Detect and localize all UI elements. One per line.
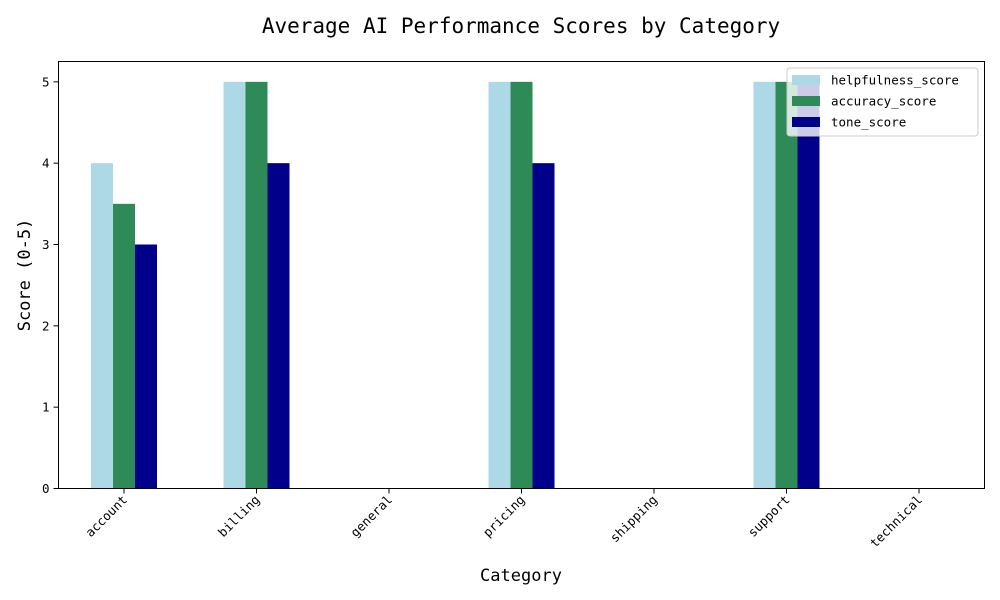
- bar-accuracy_score-pricing: [510, 81, 533, 489]
- x-tick-label-pricing: pricing: [480, 492, 528, 540]
- legend: helpfulness_score accuracy_score tone_scor…: [786, 67, 979, 137]
- x-tick-label-technical: technical: [867, 492, 926, 551]
- legend-swatch-tone_score: [792, 117, 820, 127]
- bar-tone_score-account: [135, 244, 157, 489]
- y-axis-ticks: 0 1 2 3 4 5: [42, 74, 59, 496]
- x-tick-label-general: general: [347, 492, 395, 540]
- bar-helpfulness_score-support: [753, 81, 776, 489]
- x-tick-label-billing: billing: [215, 492, 263, 540]
- bar-tone_score-billing: [267, 163, 290, 489]
- x-tick-label-support: support: [745, 492, 793, 540]
- chart-title: Average AI Performance Scores by Categor…: [262, 14, 780, 38]
- bar-accuracy_score-support: [775, 81, 798, 489]
- bar-accuracy_score-billing: [245, 81, 268, 489]
- y-axis-label: Score (0-5): [15, 219, 35, 332]
- bar-helpfulness_score-account: [91, 163, 113, 489]
- x-axis-ticks: account billing general pricing shipping supp…: [82, 488, 926, 551]
- bar-helpfulness_score-pricing: [488, 81, 511, 489]
- legend-label-tone_score: tone_score: [831, 115, 906, 130]
- legend-swatch-accuracy_score: [792, 96, 820, 106]
- y-tick-label: 0: [42, 481, 50, 496]
- x-axis-label: Category: [480, 566, 562, 586]
- legend-label-helpfulness_score: helpfulness_score: [831, 73, 959, 88]
- bar-helpfulness_score-billing: [223, 81, 246, 489]
- y-tick-label: 3: [42, 237, 50, 252]
- bar-tone_score-pricing: [532, 163, 555, 489]
- y-tick-label: 4: [42, 156, 50, 171]
- y-tick-label: 5: [42, 74, 50, 89]
- x-tick-label-account: account: [82, 492, 130, 540]
- legend-box: [786, 67, 979, 137]
- y-tick-label: 2: [42, 318, 50, 333]
- bars-group: [91, 81, 820, 489]
- y-tick-label: 1: [42, 400, 50, 415]
- legend-label-accuracy_score: accuracy_score: [831, 94, 936, 109]
- legend-swatch-helpfulness_score: [792, 75, 820, 85]
- x-tick-label-shipping: shipping: [607, 492, 660, 545]
- bar-tone_score-support: [797, 81, 820, 489]
- bar-accuracy_score-account: [113, 203, 135, 489]
